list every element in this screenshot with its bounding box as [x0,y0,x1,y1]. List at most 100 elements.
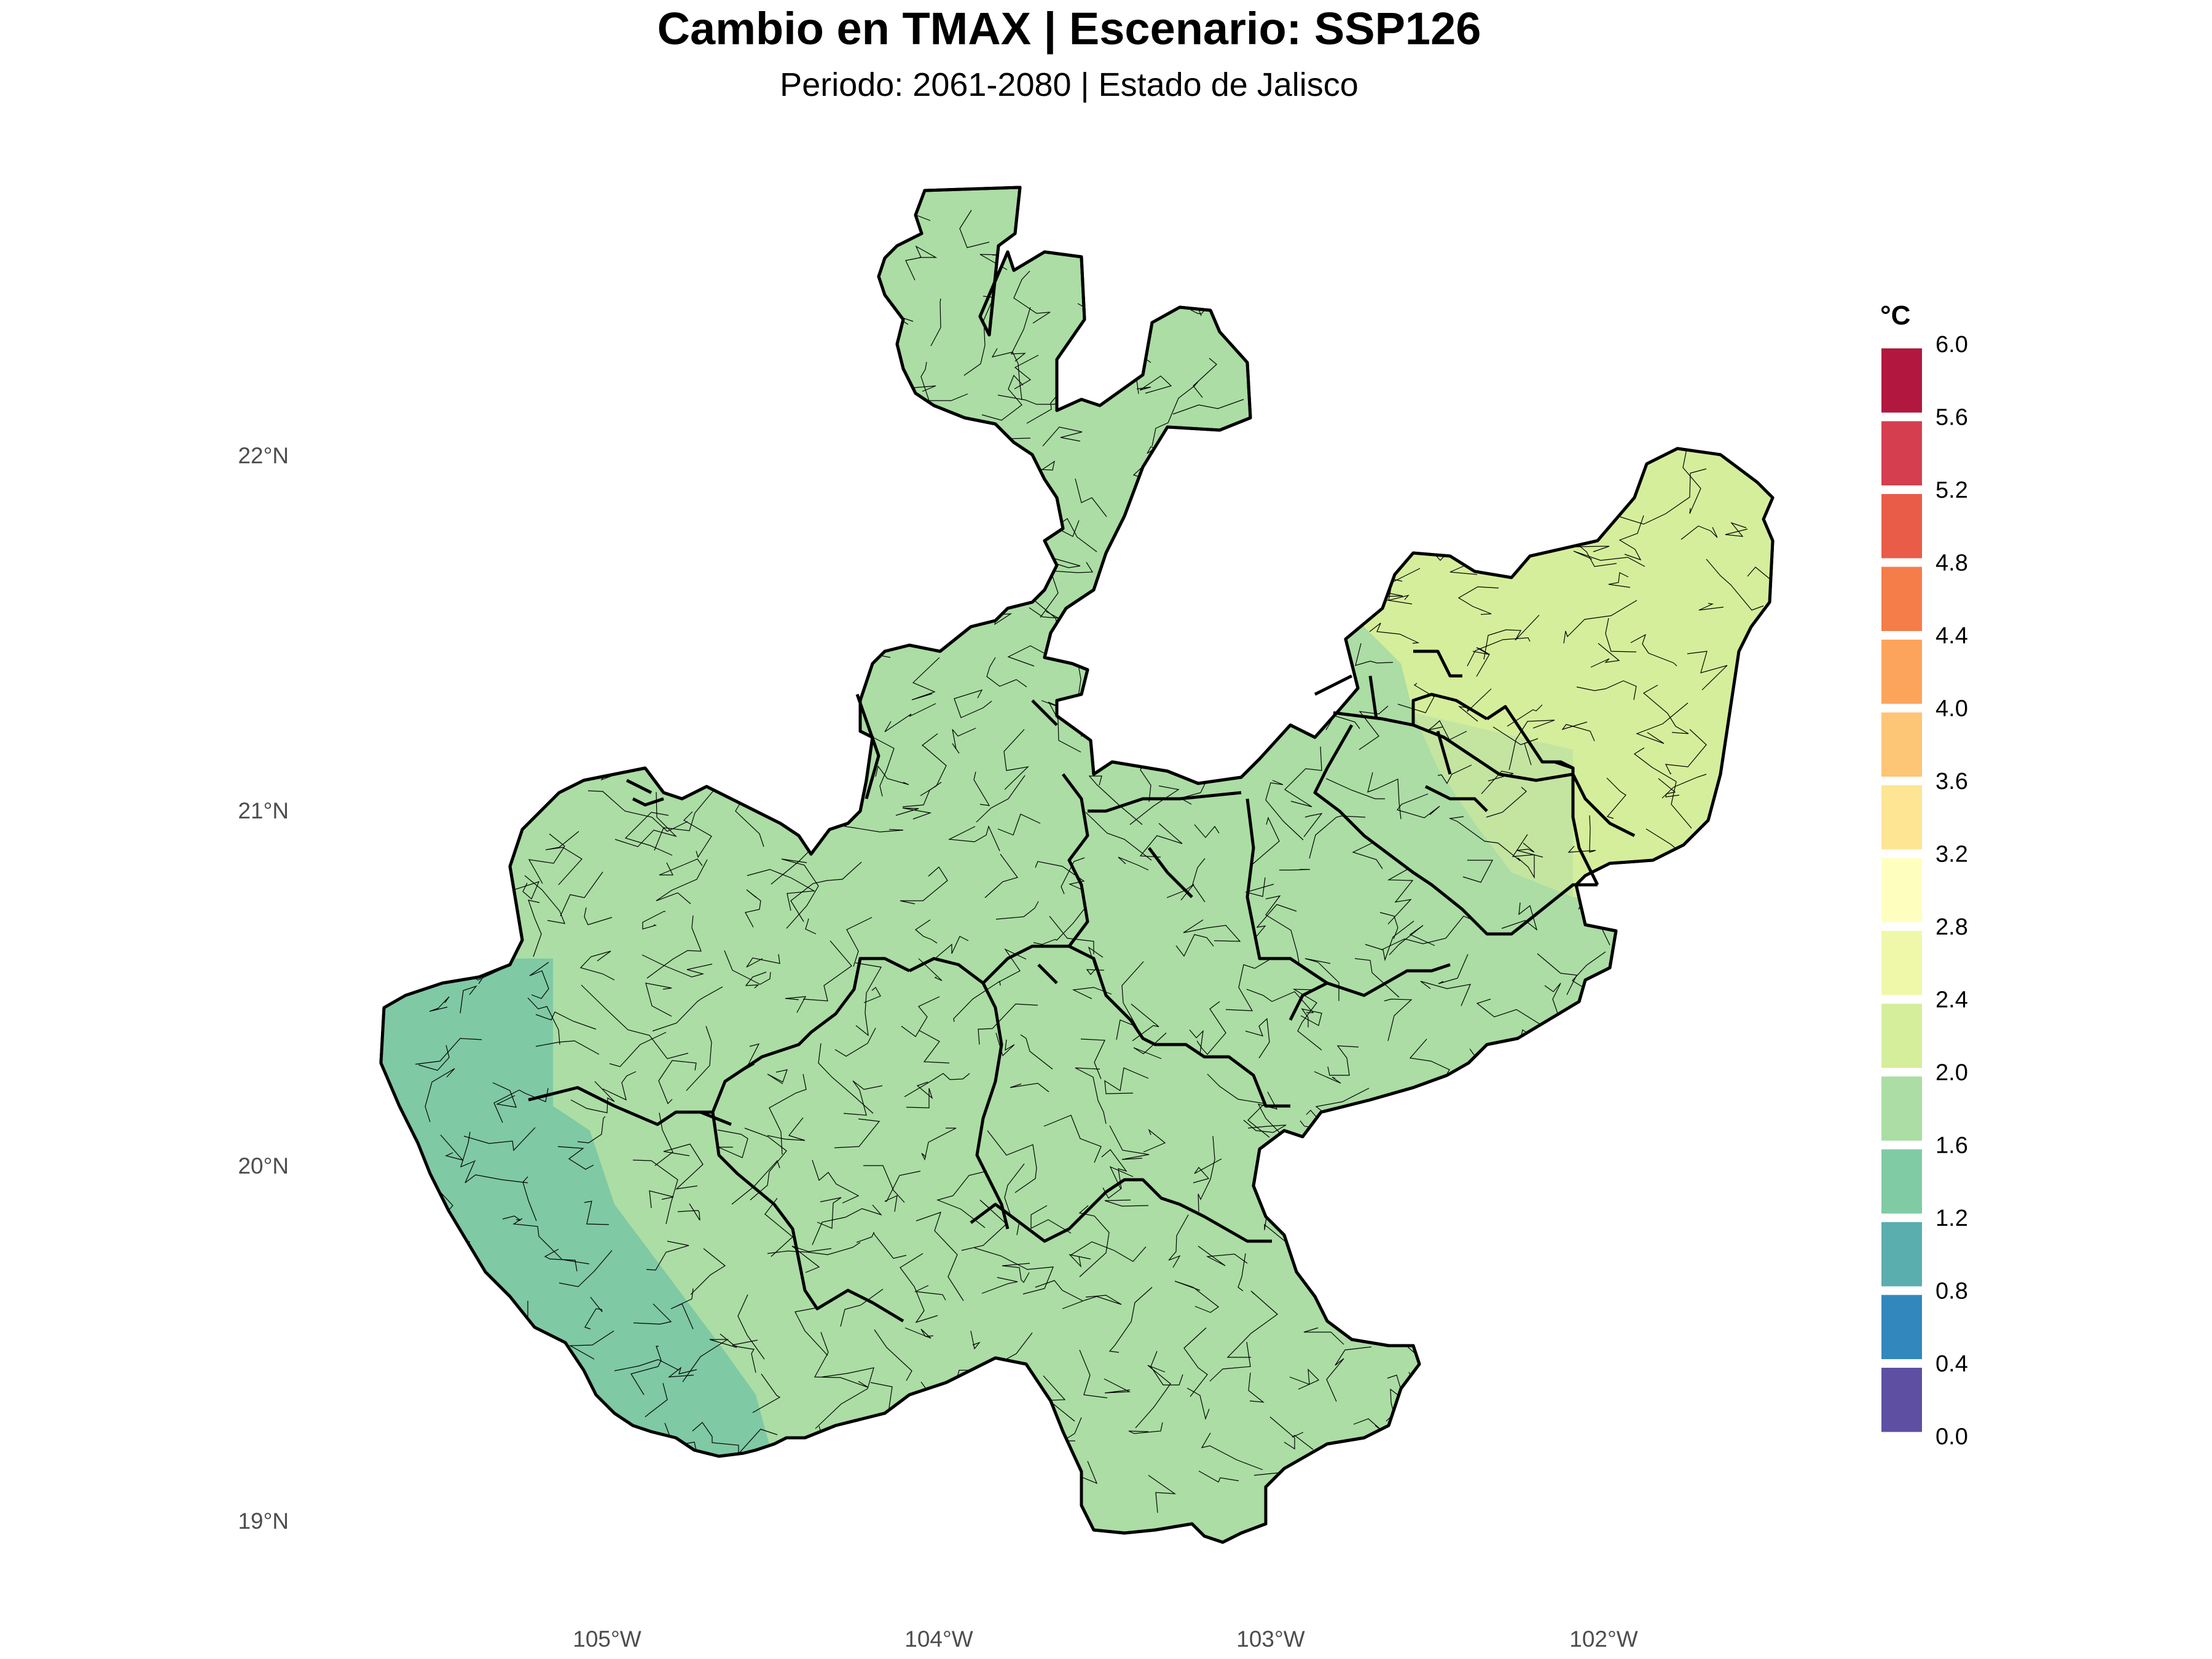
municipal-boundary [1656,869,1696,908]
municipal-boundary [443,1260,465,1312]
municipal-boundary [767,1069,788,1084]
municipal-boundary [683,811,712,858]
municipal-boundary [759,251,821,272]
municipal-boundary [1079,1349,1108,1398]
municipal-boundary [1384,998,1413,1041]
municipal-boundary [834,1027,876,1057]
municipal-boundary [1537,953,1577,995]
municipal-boundary [1516,1029,1543,1088]
municipal-boundary [707,337,761,356]
municipal-boundary [474,785,527,810]
region-boundary [1148,847,1193,898]
municipal-boundary [1165,522,1206,565]
municipal-boundary [984,853,1018,898]
municipal-boundary [1397,683,1435,713]
lat-tick-label: 21°N [238,798,289,823]
municipal-boundary [648,689,673,708]
municipal-boundary [1457,1115,1480,1145]
municipal-boundary [557,1146,594,1170]
municipal-boundary [900,1448,920,1497]
municipal-boundary [432,857,446,895]
municipal-boundary [1420,981,1471,1006]
municipal-boundary [1303,528,1330,565]
municipal-boundary [1608,474,1631,492]
municipal-boundary [1512,834,1535,879]
municipal-boundary [1258,1159,1301,1194]
municipal-boundary [767,1242,861,1255]
municipal-boundary [415,1038,482,1065]
municipal-boundary [756,566,782,627]
municipal-boundary [1731,1250,1773,1281]
municipal-boundary [1355,516,1384,539]
legend-label: 3.6 [1936,769,1968,794]
municipal-boundary [658,662,675,675]
region-boundaries [528,649,1636,1323]
municipal-boundary [1199,699,1237,727]
municipal-boundary [1465,1457,1526,1472]
legend-title: °C [1880,300,1910,331]
municipal-boundary [900,472,931,489]
municipal-boundary [905,245,938,281]
state-border [379,186,1775,1544]
municipal-boundary [1534,1349,1563,1469]
municipal-boundary [538,221,589,229]
municipal-boundary [1584,276,1632,294]
municipal-boundary [744,1128,787,1201]
municipal-boundary [834,1118,880,1148]
municipal-boundary [624,606,661,635]
municipal-boundary [1437,1403,1484,1422]
municipal-boundary [1309,641,1347,664]
municipal-boundary [1000,517,1025,533]
municipal-boundary [854,596,889,642]
municipal-boundary [543,486,594,498]
municipal-boundary [1062,1295,1122,1309]
municipal-boundary [1300,1008,1322,1027]
municipal-boundary [440,1134,464,1161]
municipal-boundary [904,1073,970,1097]
municipal-boundary [1209,1341,1251,1382]
municipal-boundary [1558,1338,1594,1351]
municipal-boundary [487,727,510,753]
municipal-boundary [1450,1221,1492,1287]
municipal-boundary [633,1303,672,1325]
municipal-boundary [812,1159,860,1204]
municipal-boundary [555,1479,587,1523]
municipal-boundary [1030,1205,1072,1234]
municipal-boundary [1010,1083,1049,1092]
municipal-boundary [1208,469,1258,526]
municipal-boundary [724,950,771,985]
municipal-boundary [1139,823,1183,858]
municipal-boundary [1265,895,1300,963]
municipal-boundary [1689,1265,1731,1291]
lon-tick-label: 103°W [1236,1626,1305,1652]
municipal-boundary [417,1480,439,1525]
municipal-boundary [614,1359,680,1371]
legend-label: 5.2 [1936,477,1968,503]
municipal-boundary [536,1338,559,1356]
legend-swatch [1881,1003,1922,1068]
municipal-boundary [1426,269,1458,291]
municipal-boundary [640,550,667,581]
municipal-boundary [1759,1338,1773,1363]
municipal-boundary [833,262,871,281]
municipal-boundary [970,1330,981,1350]
municipal-boundary [1554,489,1594,535]
municipal-boundary [658,1060,697,1105]
municipal-boundary [1104,1067,1149,1094]
municipal-boundary [916,1212,964,1301]
municipal-boundary [790,861,862,922]
municipal-boundary [536,694,571,763]
municipal-boundary [506,468,551,492]
municipal-boundary [843,1080,883,1116]
municipal-boundary [818,1043,874,1114]
municipal-boundary [1563,337,1594,356]
municipal-boundary [1245,1018,1270,1059]
municipal-boundary [1448,519,1535,537]
municipal-boundary [1746,955,1773,975]
municipal-boundary [1365,1291,1427,1324]
municipal-boundary [953,980,1001,1022]
municipal-boundary [469,1457,496,1483]
municipal-boundary [678,648,757,699]
municipal-boundary [1079,218,1105,246]
municipal-boundary [1374,1247,1464,1266]
